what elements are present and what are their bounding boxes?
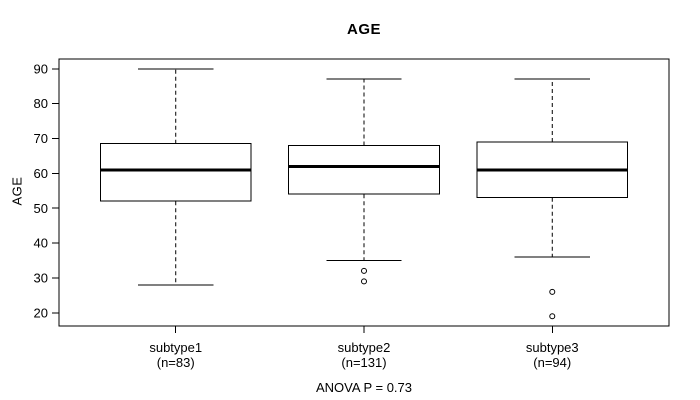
outlier-point xyxy=(549,313,556,320)
group-label: subtype2 xyxy=(338,340,391,355)
anova-annotation: ANOVA P = 0.73 xyxy=(316,380,412,395)
y-axis-tick-label: 60 xyxy=(34,166,48,181)
group-count-label: (n=94) xyxy=(533,355,571,370)
group-count-label: (n=131) xyxy=(341,355,386,370)
y-axis-tick-label: 70 xyxy=(34,131,48,146)
y-axis-tick-label: 80 xyxy=(34,96,48,111)
outlier-point xyxy=(361,267,367,274)
group-label: subtype1 xyxy=(149,340,202,355)
iqr-box xyxy=(288,144,440,195)
group-label: subtype3 xyxy=(526,340,579,355)
y-axis-tick-label: 50 xyxy=(34,201,48,216)
iqr-box xyxy=(99,143,252,202)
outlier-point xyxy=(361,278,367,285)
group-count-label: (n=83) xyxy=(157,355,195,370)
y-axis-tick-label: 30 xyxy=(34,270,48,285)
y-axis-tick-label: 20 xyxy=(34,305,48,320)
y-axis-tick-label: 40 xyxy=(34,236,48,251)
y-axis-tick-label: 90 xyxy=(34,61,48,76)
chart-title: AGE xyxy=(346,21,381,38)
outlier-point xyxy=(549,288,556,295)
